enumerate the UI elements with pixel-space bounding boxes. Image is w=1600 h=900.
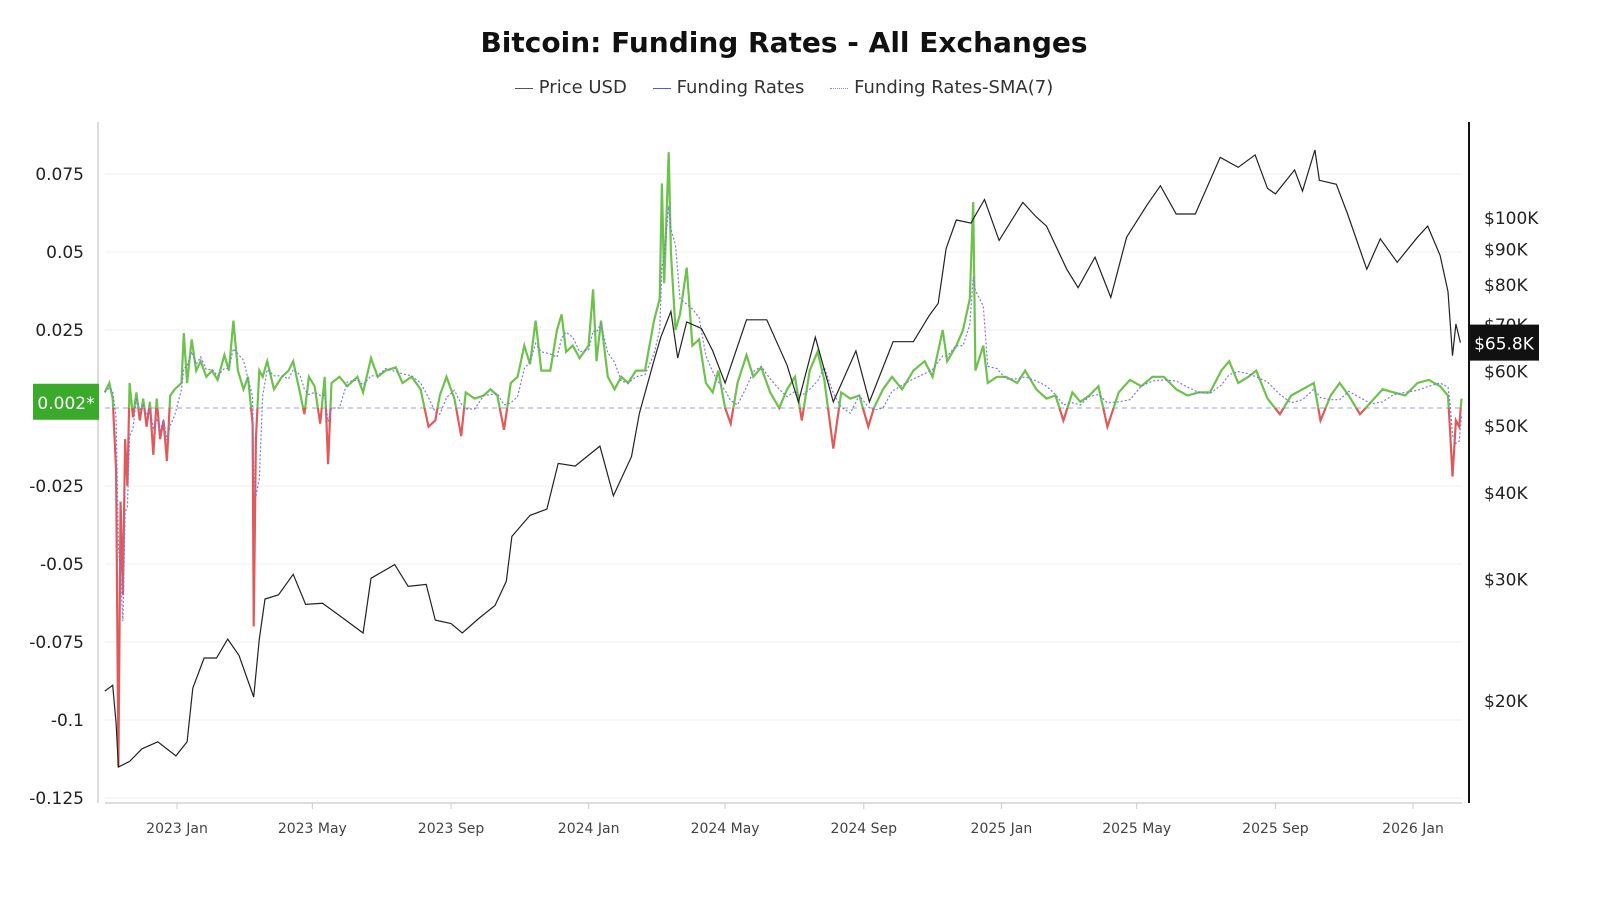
left-axis-tick-label: 0.025 — [35, 321, 84, 341]
legend-label: Price USD — [538, 77, 627, 98]
left-axis-tick-label: -0.125 — [29, 789, 84, 809]
right-axis-tick-label: $30K — [1484, 570, 1528, 590]
legend-item-funding-rates[interactable]: Funding Rates — [652, 77, 805, 98]
current-funding-label: 0.002* — [37, 394, 94, 414]
legend-item-price-usd[interactable]: Price USD — [514, 77, 627, 98]
x-axis-tick-label: 2024 Jan — [558, 821, 620, 837]
current-price-badge — [1469, 324, 1539, 361]
left-axis-tick-label: -0.1 — [51, 711, 84, 731]
funding-rates-sma-line — [104, 206, 1463, 622]
price-usd-line — [104, 149, 1461, 768]
right-axis-tick-label: $20K — [1484, 692, 1528, 712]
right-axis-tick-label: $80K — [1484, 276, 1528, 296]
current-price-label: $65.8K — [1474, 335, 1535, 355]
legend-label: Funding Rates-SMA(7) — [854, 77, 1054, 98]
right-axis-tick-label: $60K — [1484, 362, 1528, 382]
x-axis-tick-label: 2023 Jan — [146, 821, 208, 837]
right-axis-tick-label: $90K — [1484, 241, 1528, 261]
chart-title: Bitcoin: Funding Rates - All Exchanges — [480, 26, 1088, 59]
x-axis-tick-label: 2026 Jan — [1382, 821, 1444, 837]
left-axis-tick-label: -0.025 — [29, 477, 84, 497]
legend-swatch-sma — [830, 87, 849, 89]
right-axis-tick-label: $100K — [1484, 209, 1539, 229]
x-axis-tick-label: 2024 May — [691, 821, 760, 837]
funding-rates-line-positive — [103, 152, 1463, 408]
legend-label: Funding Rates — [676, 77, 805, 98]
x-axis-tick-label: 2023 Sep — [418, 821, 485, 837]
left-axis-tick-label: -0.05 — [40, 555, 84, 575]
x-axis-tick-label: 2025 Jan — [971, 821, 1033, 837]
right-axis-tick-label: $50K — [1484, 417, 1528, 437]
legend-swatch-funding — [652, 87, 671, 89]
left-axis-tick-label: -0.075 — [29, 633, 84, 653]
x-axis-tick-label: 2025 May — [1102, 821, 1171, 837]
current-funding-badge — [33, 383, 99, 420]
x-axis-tick-label: 2024 Sep — [831, 821, 898, 837]
x-axis-tick-label: 2025 Sep — [1242, 821, 1309, 837]
left-axis-tick-label: 0.05 — [46, 243, 84, 263]
funding-rates-line-negative — [112, 408, 1462, 767]
legend-item-funding-sma[interactable]: Funding Rates-SMA(7) — [830, 77, 1053, 98]
x-axis-tick-label: 2023 May — [278, 821, 347, 837]
legend: Price USD Funding Rates Funding Rates-SM… — [0, 77, 1568, 98]
right-axis-tick-label: $40K — [1484, 484, 1528, 504]
left-axis-tick-label: 0.075 — [35, 165, 84, 185]
legend-swatch-price — [514, 87, 533, 89]
